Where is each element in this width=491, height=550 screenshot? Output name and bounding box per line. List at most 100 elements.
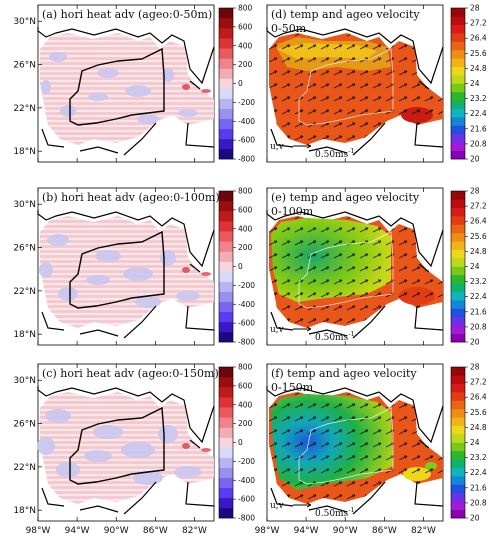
colorbar-tick-label: 24 [470,438,480,447]
positive-advection-hotspot [182,84,190,90]
positive-advection-hotspot [201,272,211,276]
colorbar-segment [451,232,465,242]
colorbar-tick-label: 600 [238,205,253,214]
colorbar-segment [219,301,233,313]
negative-advection-patch [58,287,78,301]
y-axis-tick-label: 30°N [13,17,36,27]
reference-vector-unit-exponent: -1 [348,330,354,338]
colorbar-tick-label: 24 [470,79,480,88]
advection-colorbar: 800 600 400 200 0 -200 -400 -600 -800 [218,363,255,523]
colorbar-segment [451,467,465,477]
negative-advection-patch [88,93,108,101]
colorbar-segment [219,18,233,29]
colorbar-tick-label: 23.2 [470,94,487,103]
colorbar-segment [451,33,465,42]
colorbar-tick-label: -200 [238,457,255,466]
colorbar-segment [219,261,233,272]
colorbar-segment [219,477,233,489]
colorbar-segment [451,49,465,59]
colorbar-segment [219,118,233,130]
y-axis-tick-label: 22°N [13,463,36,473]
colorbar-tick-label: 23.2 [470,453,487,462]
map-content [37,385,215,515]
colorbar-segment [219,437,233,448]
colorbar-segment [451,207,465,217]
y-axis-tick-label: 26°N [13,420,36,430]
negative-advection-patch [121,442,155,458]
colorbar-segment [451,41,465,51]
reference-vector-arrowhead [306,502,312,508]
colorbar-segment [451,224,465,234]
x-axis-tick-label: 82°W [182,526,207,536]
colorbar-tick-label: 26.4 [470,34,487,43]
colorbar-segment [219,457,233,468]
colorbar-segment [451,249,465,259]
colorbar-segment [451,316,465,326]
colorbar-segment [451,142,465,151]
advection-colorbar: 800 600 400 200 0 -200 -400 -600 -800 [218,187,255,347]
negative-advection-patch [174,466,202,478]
colorbar-segment [451,392,465,401]
colorbar-segment [451,100,465,109]
negative-advection-patch [84,450,112,462]
heat-advection-panel: (b) hori heat adv (ageo:0-100m) [37,187,220,346]
map-content [266,209,444,339]
panel-title: (a) hori heat adv (ageo:0-50m) [42,8,212,21]
colorbar-tick-label: 20 [470,514,480,523]
colorbar-segment [451,125,465,135]
panel-title: (f) temp and ageo velocity [271,367,417,380]
colorbar-tick-label: 23.2 [470,277,487,286]
reference-vector-component-label: u,v [270,142,285,152]
land-mask [363,127,387,147]
reference-vector-speed-label: 0.50ms-1 [315,330,355,343]
colorbar-segment [451,291,465,301]
colorbar-segment [451,133,465,143]
colorbar-segment [219,251,233,262]
advection-colorbar: 800 600 400 200 0 -200 -400 -600 -800 [218,4,255,164]
colorbar-segment [219,377,233,388]
colorbar-tick-label: -400 [238,117,255,126]
colorbar-segment [451,241,465,251]
colorbar-tick-label: 24.8 [470,247,487,256]
colorbar-tick-label: -800 [238,338,255,347]
colorbar-segment [219,221,233,232]
colorbar-tick-label: 25.6 [470,232,487,241]
colorbar-tick-label: 200 [238,243,253,252]
colorbar-segment [451,216,465,225]
colorbar-segment [219,8,233,19]
colorbar-segment [451,325,465,334]
negative-advection-patch [125,85,151,97]
colorbar-tick-label: 26.4 [470,217,487,226]
colorbar-segment [451,150,465,160]
colorbar-tick-label: 800 [238,187,253,196]
negative-advection-patch [137,114,159,124]
reference-vector-unit-exponent: -1 [348,147,354,155]
negative-advection-patch [47,234,69,246]
colorbar-segment [219,38,233,49]
colorbar-segment [451,8,465,17]
colorbar-segment [451,66,465,76]
colorbar-tick-label: 28 [470,187,480,196]
colorbar-segment [451,266,465,276]
y-axis-tick-label: 30°N [13,200,36,210]
colorbar-segment [219,211,233,222]
y-axis-tick-label: 26°N [13,61,36,71]
colorbar-tick-label: 24 [470,262,480,271]
panel-title: (d) temp and ageo velocity [271,8,420,21]
colorbar-tick-label: 400 [238,400,253,409]
colorbar-segment [451,16,465,26]
temperature-colorbar: 28 27.2 26.4 25.6 24.8 24 23.2 22.4 21.6 20.8 20 [450,4,487,164]
colorbar-segment [451,509,465,519]
x-axis-tick-label: 86°W [372,526,397,536]
negative-advection-patch [97,68,119,78]
colorbar-tick-label: 25.6 [470,49,487,58]
colorbar-segment [219,321,233,333]
colorbar-tick-label: 28 [470,4,480,13]
positive-advection-hotspot [201,89,211,93]
negative-advection-patch [158,425,178,443]
negative-advection-patch [135,296,161,308]
